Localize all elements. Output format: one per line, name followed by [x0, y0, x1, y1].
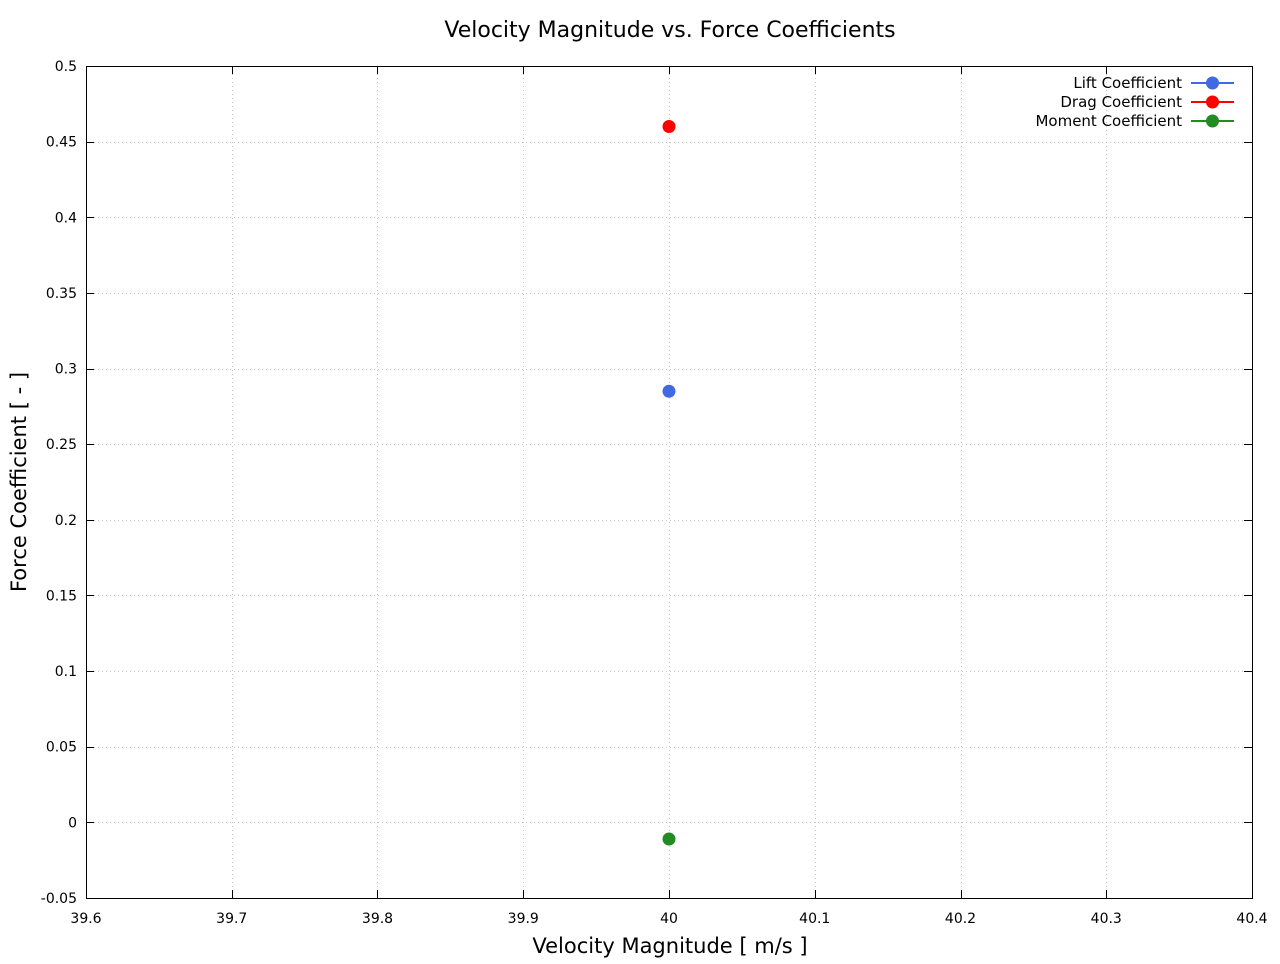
y-tick-label: 0.2 [55, 513, 77, 529]
y-tick-label: 0 [68, 815, 77, 831]
lift-coefficient-point [662, 384, 676, 398]
y-tick-label: 0.25 [46, 437, 77, 453]
x-tick-label: 39.9 [508, 911, 539, 927]
y-tick-label: 0.1 [55, 664, 77, 680]
y-axis-label: Force Coefficient [ - ] [7, 372, 31, 592]
legend-marker-drag-coefficient [1206, 95, 1219, 109]
x-tick-label: 40.4 [1236, 911, 1267, 927]
x-tick-label: 39.7 [216, 911, 247, 927]
moment-coefficient-point [662, 832, 676, 846]
axis-ticks [86, 66, 1253, 899]
x-axis-label: Velocity Magnitude [ m/s ] [532, 934, 807, 958]
legend-marker-moment-coefficient [1206, 114, 1219, 128]
y-tick-label: 0.3 [55, 362, 77, 378]
legend-label-drag-coefficient: Drag Coefficient [1060, 93, 1182, 111]
y-tick-label: 0.05 [46, 740, 77, 756]
y-tick-labels: -0.05 0 0.05 0.1 0.15 0.2 0.25 0.3 0.35 0.4 0.45 0.… [41, 59, 77, 907]
x-tick-label: 40.3 [1091, 911, 1122, 927]
x-tick-label: 40.2 [945, 911, 976, 927]
x-tick-label: 40.1 [799, 911, 830, 927]
y-tick-label: 0.45 [46, 135, 77, 151]
y-tick-label: 0.5 [55, 59, 77, 75]
y-tick-label: 0.4 [55, 210, 77, 226]
y-tick-label: 0.15 [46, 588, 77, 604]
x-tick-label: 40 [660, 911, 678, 927]
legend-label-lift-coefficient: Lift Coefficient [1073, 74, 1182, 92]
grid [86, 66, 1252, 898]
drag-coefficient-point [662, 120, 676, 134]
x-tick-labels: 39.6 39.7 39.8 39.9 40 40.1 40.2 40.3 40.4 [70, 911, 1267, 927]
legend-marker-lift-coefficient [1206, 76, 1219, 90]
x-tick-label: 39.6 [70, 911, 101, 927]
x-tick-label: 39.8 [362, 911, 393, 927]
data-points [662, 120, 676, 846]
y-tick-label: 0.35 [46, 286, 77, 302]
y-tick-label: -0.05 [41, 891, 77, 907]
chart-title: Velocity Magnitude vs. Force Coefficient… [444, 18, 895, 43]
legend-label-moment-coefficient: Moment Coefficient [1035, 112, 1182, 130]
